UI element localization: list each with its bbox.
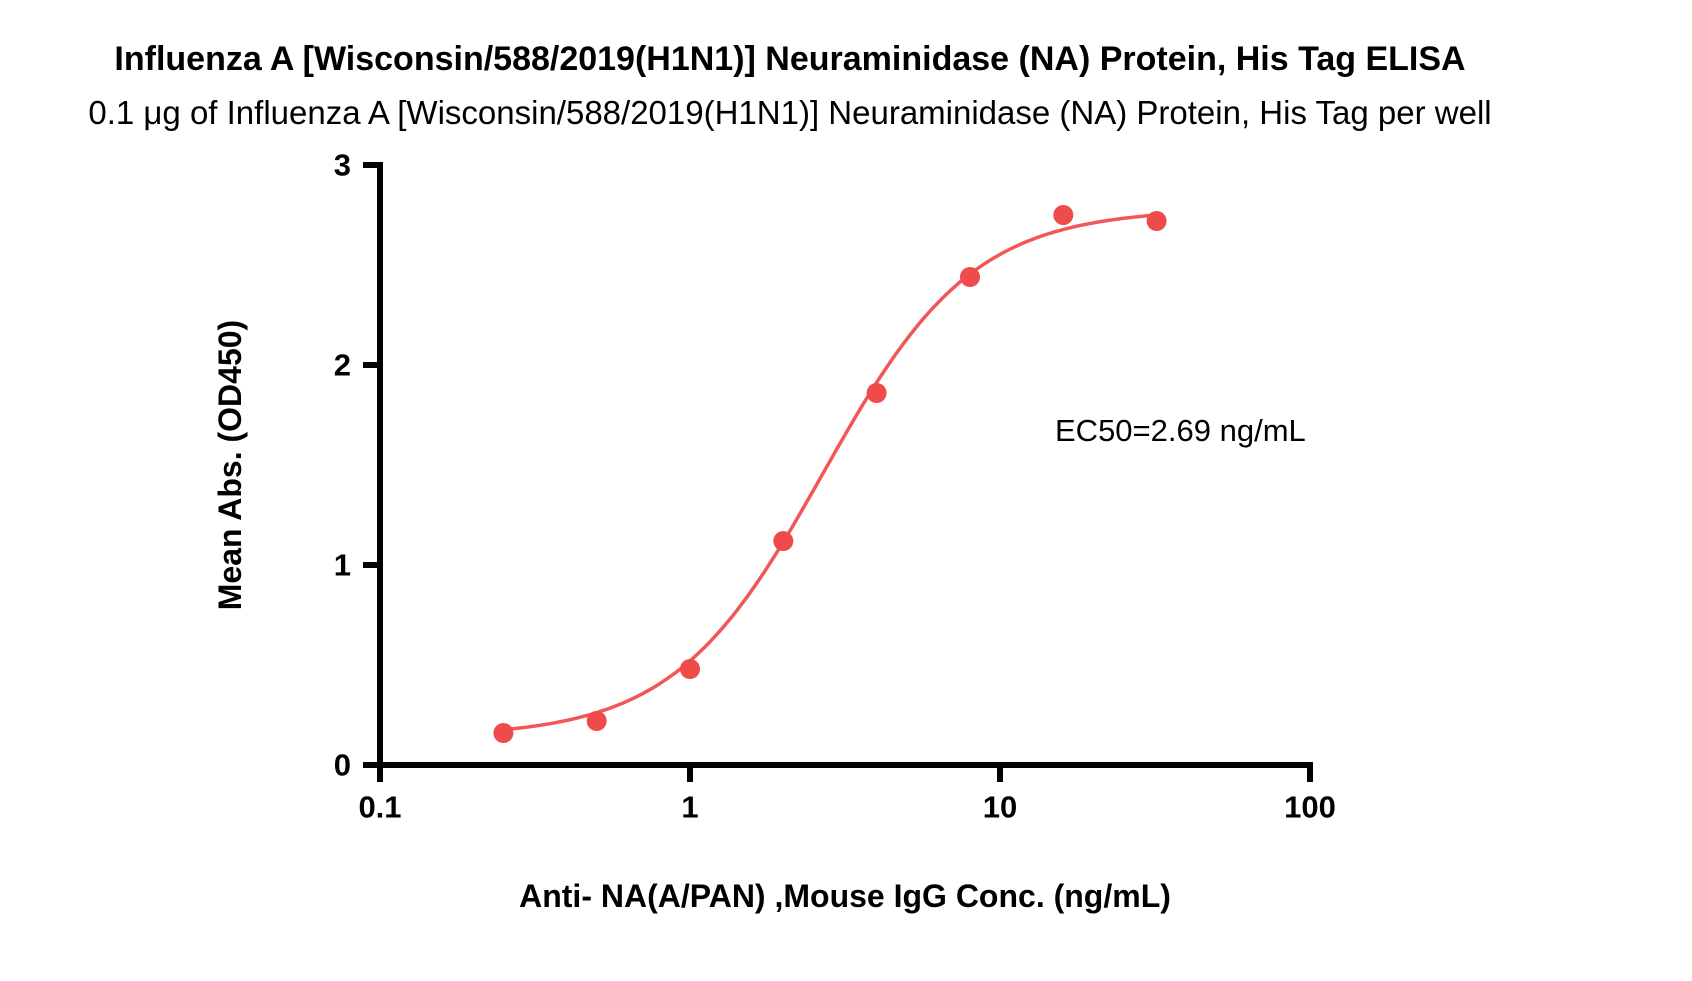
data-point (1053, 205, 1074, 225)
x-tick-label: 100 (1284, 789, 1336, 824)
x-tick-label: 1 (681, 789, 698, 824)
y-tick-label: 3 (334, 148, 351, 183)
data-point (680, 659, 700, 679)
data-point (960, 267, 980, 287)
data-point (1146, 211, 1167, 231)
data-point (866, 383, 887, 403)
x-tick-label: 10 (983, 789, 1017, 824)
y-tick-label: 0 (334, 748, 351, 783)
axes (377, 162, 1313, 768)
x-tick-label: 0.1 (358, 789, 401, 824)
chart-subtitle: 0.1 μg of Influenza A [Wisconsin/588/201… (88, 94, 1492, 131)
data-point (773, 531, 794, 551)
data-point (493, 723, 514, 743)
y-tick-label: 2 (334, 348, 351, 383)
data-point (586, 711, 607, 731)
y-tick-label: 1 (334, 548, 351, 583)
chart-title: Influenza A [Wisconsin/588/2019(H1N1)] N… (114, 40, 1466, 78)
fit-curve (503, 213, 1157, 732)
ec50-annotation: EC50=2.69 ng/mL (1055, 413, 1306, 448)
x-axis-label: Anti- NA(A/PAN) ,Mouse IgG Conc. (ng/mL) (519, 878, 1171, 914)
